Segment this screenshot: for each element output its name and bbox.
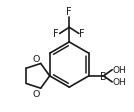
Text: O: O bbox=[32, 54, 40, 63]
Text: OH: OH bbox=[113, 78, 126, 87]
Text: F: F bbox=[79, 29, 85, 39]
Text: B: B bbox=[100, 71, 107, 81]
Text: O: O bbox=[32, 89, 40, 98]
Text: F: F bbox=[53, 29, 59, 39]
Text: F: F bbox=[66, 7, 72, 17]
Text: OH: OH bbox=[113, 66, 126, 75]
